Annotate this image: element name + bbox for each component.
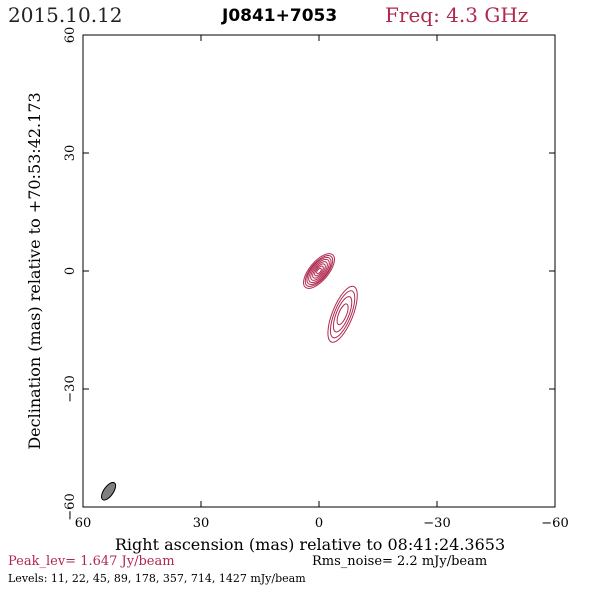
core-contour-1 xyxy=(303,253,335,289)
beam-ellipse xyxy=(101,481,117,501)
y-tick-label: 60 xyxy=(63,27,78,44)
contour-levels: Levels: 11, 22, 45, 89, 178, 357, 714, 1… xyxy=(8,572,306,585)
x-tick-label: −30 xyxy=(423,516,450,531)
x-tick-label: 30 xyxy=(193,516,210,531)
core-contour-2 xyxy=(304,255,334,287)
core-contour-4 xyxy=(308,258,330,284)
x-tick-label: 0 xyxy=(315,516,323,531)
y-axis-label: Declination (mas) relative to +70:53:42.… xyxy=(25,92,44,449)
y-tick-label: 0 xyxy=(63,267,78,275)
jet-contour-3 xyxy=(332,296,353,333)
y-tick-label: −60 xyxy=(63,493,78,520)
jet-contour-2 xyxy=(329,290,356,339)
axis-ticks xyxy=(82,34,556,508)
plot-frame xyxy=(82,34,556,508)
core-contour-6 xyxy=(312,263,326,279)
x-tick-label: 60 xyxy=(75,516,92,531)
core-contour-8 xyxy=(316,267,322,275)
jet-contour-1 xyxy=(327,285,358,343)
rms-noise: Rms_noise= 2.2 mJy/beam xyxy=(312,554,488,569)
x-axis-label: Right ascension (mas) relative to 08:41:… xyxy=(115,535,505,554)
frequency-label: Freq: 4.3 GHz xyxy=(385,3,529,27)
source-name: J0841+7053 xyxy=(222,6,338,26)
jet-contour-4 xyxy=(336,303,349,326)
x-tick-label: −60 xyxy=(541,516,568,531)
y-tick-label: 30 xyxy=(63,145,78,162)
core-contour-5 xyxy=(310,261,328,281)
core-contour-3 xyxy=(306,256,332,286)
beam-shape xyxy=(101,481,117,501)
core-contour-7 xyxy=(314,265,324,277)
peak-level: Peak_lev= 1.647 Jy/beam xyxy=(8,554,175,569)
observation-date: 2015.10.12 xyxy=(8,3,123,27)
contour-map xyxy=(303,253,358,343)
y-tick-label: −30 xyxy=(63,375,78,402)
